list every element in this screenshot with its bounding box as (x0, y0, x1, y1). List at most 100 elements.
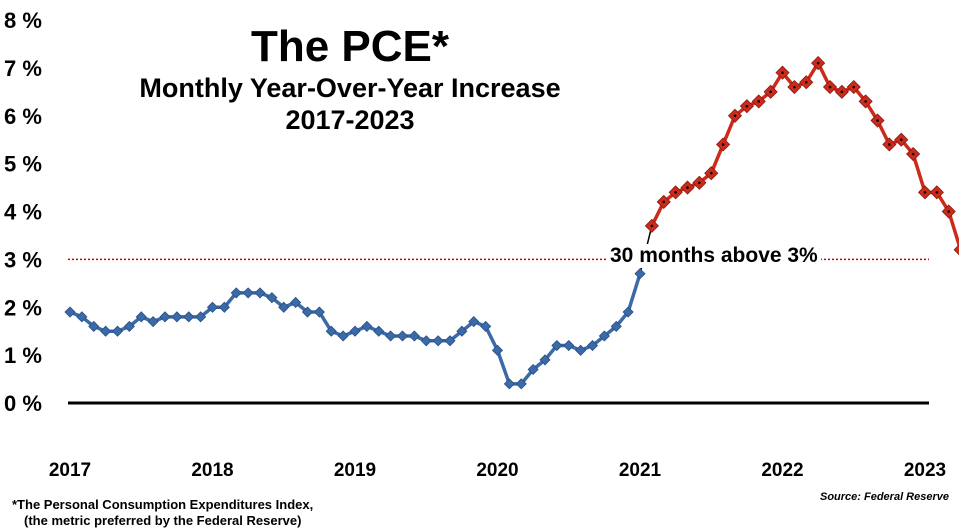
data-point-dot (947, 210, 951, 213)
x-tick-label: 2018 (191, 460, 233, 481)
title-block: The PCE* Monthly Year-Over-Year Increase… (100, 22, 600, 136)
data-point (622, 306, 634, 318)
data-point-dot (816, 61, 820, 65)
data-point (183, 311, 195, 323)
data-point-dot (935, 191, 939, 194)
data-point (242, 287, 254, 299)
data-point (313, 306, 325, 318)
data-point-dot (781, 71, 784, 74)
data-point (337, 330, 349, 342)
annotation-months-above: 30 months above 3% (607, 244, 821, 268)
y-axis: 0 % 1 % 2 % 3 % 4 % 5 % 6 % 7 % 8 % (4, 8, 42, 416)
x-tick-label: 2021 (619, 460, 662, 481)
data-point-dot (686, 186, 689, 189)
series-segment (947, 209, 959, 251)
y-tick-label: 2 % (4, 295, 42, 320)
y-tick-label: 5 % (4, 152, 42, 177)
data-point (373, 325, 385, 337)
data-point-dot (674, 191, 677, 194)
series-segment (626, 271, 642, 314)
series-segment (483, 324, 500, 353)
data-point-dot (840, 90, 844, 94)
data-point (468, 316, 480, 328)
data-point-dot (698, 181, 701, 185)
data-point (503, 378, 515, 390)
chart-subtitle-years: 2017-2023 (285, 105, 415, 135)
data-point-dot (733, 114, 737, 118)
data-point (123, 320, 135, 332)
data-point (195, 311, 207, 323)
data-point (480, 320, 492, 332)
y-tick-label: 1 % (4, 343, 42, 368)
data-point (953, 244, 959, 256)
data-point (563, 339, 575, 352)
data-point (88, 320, 100, 332)
data-point-dot (911, 152, 915, 156)
data-point (539, 354, 551, 366)
data-point (266, 292, 278, 304)
y-tick-label: 8 % (4, 8, 42, 33)
data-point (100, 325, 112, 337)
data-point-dot (769, 90, 772, 94)
data-point (385, 330, 397, 342)
data-point-dot (899, 138, 903, 141)
data-point (206, 301, 219, 313)
data-point (551, 339, 563, 352)
data-point-dot (745, 104, 749, 108)
data-point (610, 320, 622, 332)
data-point (278, 301, 290, 313)
series-markers (64, 56, 959, 390)
footnote: *The Personal Consumption Expenditures I… (12, 497, 313, 529)
data-point (598, 330, 610, 342)
data-point (159, 311, 171, 323)
data-point (361, 320, 373, 332)
data-point (491, 344, 504, 356)
x-tick-label: 2022 (761, 460, 803, 481)
data-point (634, 268, 646, 280)
data-point-dot (662, 200, 666, 204)
data-point (290, 296, 302, 309)
data-point-dot (650, 224, 654, 228)
data-point (408, 330, 420, 342)
y-tick-label: 6 % (4, 104, 42, 129)
chart-title: The PCE* (250, 22, 450, 71)
series-segment (911, 152, 927, 195)
y-tick-label: 0 % (4, 391, 42, 416)
data-point (230, 287, 242, 299)
data-point-dot (828, 85, 832, 89)
data-point (325, 325, 337, 337)
data-point (76, 311, 88, 323)
data-point (301, 306, 314, 318)
series-segment (495, 348, 512, 386)
data-point (171, 311, 183, 323)
data-point (147, 316, 159, 328)
data-point (218, 301, 230, 313)
data-point (64, 306, 76, 318)
x-tick-label: 2017 (49, 460, 91, 481)
data-point (456, 325, 468, 337)
y-tick-label: 7 % (4, 56, 42, 81)
x-tick-label: 2019 (334, 460, 376, 481)
data-point (396, 330, 409, 342)
data-point (432, 335, 444, 347)
data-point-dot (757, 100, 761, 103)
chart-subtitle: Monthly Year-Over-Year Increase (139, 73, 561, 103)
data-point-dot (852, 85, 856, 89)
data-point-dot (793, 85, 796, 89)
data-point-dot (804, 80, 808, 84)
y-tick-label: 3 % (4, 247, 42, 272)
data-point-dot (876, 119, 879, 122)
data-point-dot (721, 143, 725, 146)
x-tick-label: 2020 (476, 460, 518, 481)
data-point (349, 325, 361, 337)
y-tick-label: 4 % (4, 200, 42, 225)
x-axis: 2017 2018 2019 2020 2021 2022 2023 (49, 460, 946, 481)
data-point (254, 287, 266, 299)
data-point (111, 325, 124, 337)
data-point-dot (888, 143, 891, 146)
source-credit: Source: Federal Reserve (819, 491, 949, 503)
data-point-dot (864, 100, 867, 103)
x-tick-label: 2023 (904, 460, 946, 481)
data-point-dot (709, 171, 713, 175)
